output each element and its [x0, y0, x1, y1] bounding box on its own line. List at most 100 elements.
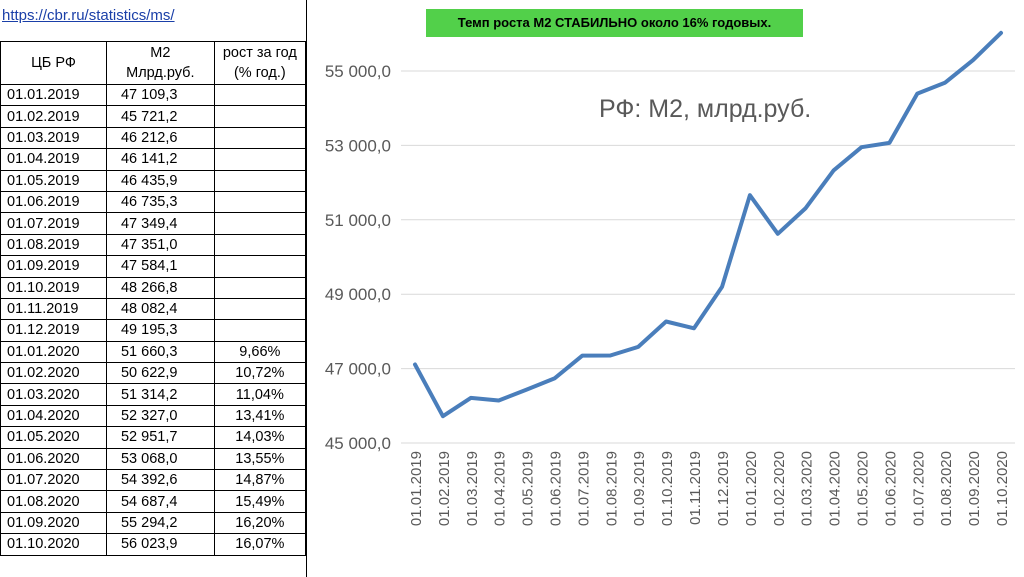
date-cell: 01.01.2020: [0, 340, 107, 364]
table-row: 01.03.2019 46 212,6: [0, 126, 307, 150]
data-point: [469, 396, 473, 400]
data-point: [692, 326, 696, 330]
m2-value-cell: 45 721,2: [105, 105, 215, 128]
m2-value-cell: 47 109,3: [105, 83, 215, 107]
data-point: [636, 345, 640, 349]
x-tick-label: 01.07.2020: [910, 451, 927, 526]
chart-title: РФ: М2, млрд.руб.: [599, 95, 811, 123]
data-point: [804, 206, 808, 210]
date-cell: 01.07.2019: [0, 212, 107, 235]
growth-cell: [213, 83, 307, 107]
table-row: 01.06.2020 53 068,0 13,55%: [0, 447, 307, 471]
table-row: 01.01.2020 51 660,3 9,66%: [0, 340, 307, 364]
header-growth: рост за год (% год.): [213, 41, 307, 85]
data-point: [971, 58, 975, 62]
x-tick-label: 01.12.2019: [715, 451, 732, 526]
growth-cell: [213, 276, 307, 299]
m2-value-cell: 47 351,0: [105, 233, 215, 257]
table-header-row: ЦБ РФ М2 Млрд.руб. рост за год (% год.): [0, 41, 307, 85]
date-cell: 01.08.2019: [0, 233, 107, 257]
x-tick-label: 01.11.2019: [687, 451, 704, 525]
m2-value-cell: 48 082,4: [105, 297, 215, 321]
data-point: [525, 388, 529, 392]
date-cell: 01.08.2020: [0, 490, 107, 513]
growth-cell: 9,66%: [213, 340, 307, 364]
m2-value-cell: 49 195,3: [105, 319, 215, 342]
date-cell: 01.11.2019: [0, 297, 107, 321]
table-row: 01.10.2020 56 023,9 16,07%: [0, 533, 307, 556]
y-tick-label: 47 000,0: [325, 360, 391, 379]
data-panel: https://cbr.ru/statistics/ms/ ЦБ РФ М2 Мл…: [0, 0, 307, 577]
x-tick-label: 01.08.2020: [938, 451, 955, 526]
series-line: [413, 30, 1003, 419]
table-row: 01.06.2019 46 735,3: [0, 190, 307, 214]
table-row: 01.10.2019 48 266,8: [0, 276, 307, 299]
m2-line-chart: 45 000,0 47 000,0 49 000,0 51 000,0 53 000,0…: [325, 30, 1015, 526]
date-cell: 01.04.2020: [0, 404, 107, 428]
table-row: 01.07.2019 47 349,4: [0, 212, 307, 235]
m2-value-cell: 52 951,7: [105, 426, 215, 449]
date-cell: 01.09.2020: [0, 511, 107, 535]
table-row: 01.04.2020 52 327,0 13,41%: [0, 404, 307, 428]
chart-panel: 45 000,0 47 000,0 49 000,0 51 000,0 53 000,0…: [306, 0, 1024, 577]
x-tick-label: 01.08.2019: [603, 451, 620, 526]
m2-value-cell: 46 212,6: [105, 126, 215, 150]
y-tick-label: 45 000,0: [325, 434, 391, 453]
x-tick-label: 01.02.2019: [436, 451, 453, 526]
table-row: 01.02.2019 45 721,2: [0, 105, 307, 128]
x-tick-label: 01.06.2019: [548, 451, 565, 526]
table-row: 01.08.2020 54 687,4 15,49%: [0, 490, 307, 513]
x-tick-label: 01.10.2020: [994, 451, 1011, 526]
m2-value-cell: 52 327,0: [105, 404, 215, 428]
date-cell: 01.03.2019: [0, 126, 107, 150]
growth-cell: 11,04%: [213, 383, 307, 406]
data-point: [776, 232, 780, 236]
growth-cell: 14,03%: [213, 426, 307, 449]
growth-cell: 13,41%: [213, 404, 307, 428]
date-cell: 01.07.2020: [0, 469, 107, 492]
y-tick-label: 53 000,0: [325, 136, 391, 155]
date-cell: 01.02.2019: [0, 105, 107, 128]
growth-cell: [213, 297, 307, 321]
date-cell: 01.04.2019: [0, 148, 107, 171]
date-cell: 01.01.2019: [0, 83, 107, 107]
m2-value-cell: 47 584,1: [105, 255, 215, 278]
data-point: [497, 399, 501, 403]
date-cell: 01.10.2019: [0, 276, 107, 299]
growth-cell: 14,87%: [213, 469, 307, 492]
table-row: 01.12.2019 49 195,3: [0, 319, 307, 342]
data-point: [943, 81, 947, 85]
m2-value-cell: 46 141,2: [105, 148, 215, 171]
m2-table: ЦБ РФ М2 Млрд.руб. рост за год (% год.) 01…: [0, 41, 307, 556]
x-tick-label: 01.07.2019: [575, 451, 592, 526]
date-cell: 01.09.2019: [0, 255, 107, 278]
x-tick-label: 01.10.2019: [659, 451, 676, 526]
growth-cell: [213, 319, 307, 342]
growth-cell: [213, 105, 307, 128]
table-row: 01.05.2020 52 951,7 14,03%: [0, 426, 307, 449]
m2-value-cell: 46 735,3: [105, 190, 215, 214]
x-tick-label: 01.03.2019: [464, 451, 481, 526]
y-tick-label: 55 000,0: [325, 62, 391, 81]
growth-cell: [213, 126, 307, 150]
data-point: [664, 319, 668, 323]
date-cell: 01.03.2020: [0, 383, 107, 406]
table-row: 01.09.2020 55 294,2 16,20%: [0, 511, 307, 535]
y-tick-label: 51 000,0: [325, 211, 391, 230]
growth-cell: [213, 169, 307, 192]
table-row: 01.04.2019 46 141,2: [0, 148, 307, 171]
date-cell: 01.05.2019: [0, 169, 107, 192]
source-link[interactable]: https://cbr.ru/statistics/ms/: [2, 7, 175, 24]
table-body: 01.01.2019 47 109,3 01.02.2019 45 721,2 01.0…: [0, 83, 307, 556]
m2-value-cell: 54 392,6: [105, 469, 215, 492]
date-cell: 01.05.2020: [0, 426, 107, 449]
growth-cell: 16,07%: [213, 533, 307, 556]
x-tick-label: 01.06.2020: [882, 451, 899, 526]
x-tick-label: 01.04.2020: [827, 451, 844, 526]
growth-cell: 16,20%: [213, 511, 307, 535]
x-tick-label: 01.03.2020: [799, 451, 816, 526]
growth-cell: [213, 212, 307, 235]
date-cell: 01.10.2020: [0, 533, 107, 556]
header-cbrf: ЦБ РФ: [0, 41, 107, 85]
x-tick-label: 01.05.2020: [855, 451, 872, 526]
